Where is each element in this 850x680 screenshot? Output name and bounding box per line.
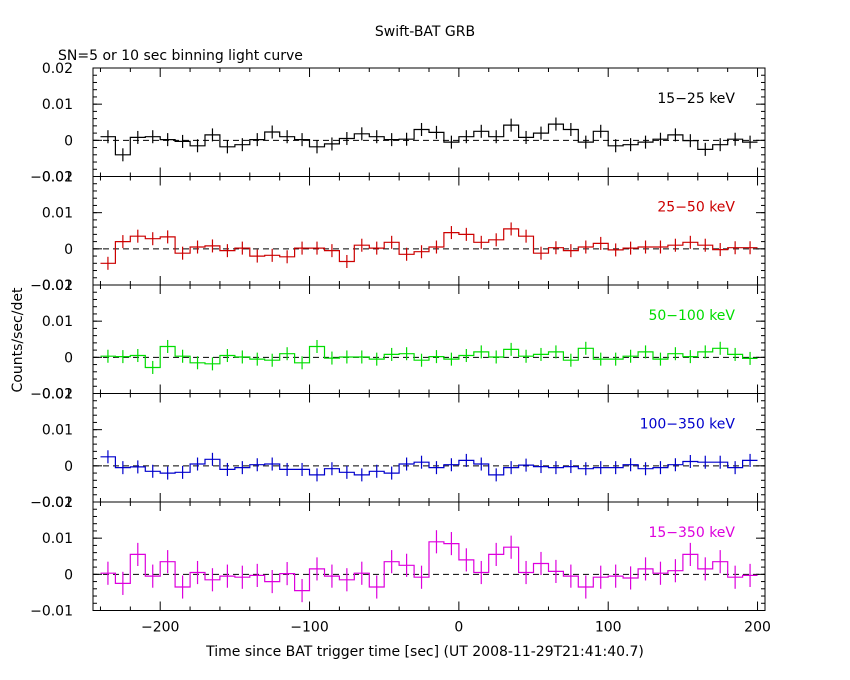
x-tick-label: −100 — [290, 620, 328, 636]
series-line — [100, 228, 758, 264]
band-label: 15−350 keV — [648, 525, 735, 541]
panel-frame — [92, 284, 766, 394]
y-tick-label: −0.01 — [30, 495, 73, 511]
band-label: 15−25 keV — [657, 91, 735, 107]
panel-3: 0.02 0.01 0 −0.01 50−100 keV — [30, 278, 766, 403]
panel-frame — [92, 393, 766, 503]
panel-4: 0.02 0.01 0 −0.01 100−350 keV — [30, 387, 766, 511]
y-tick-label: 0 — [64, 567, 73, 583]
x-tick-label: 200 — [744, 620, 771, 636]
y-tick-label: 0 — [64, 133, 73, 149]
series-line — [100, 345, 758, 369]
x-axis-label: Time since BAT trigger time [sec] (UT 20… — [205, 644, 644, 660]
y-tick-label: 0.02 — [42, 495, 73, 511]
y-tick-label: 0.02 — [42, 61, 73, 77]
chart-title: Swift-BAT GRB — [375, 24, 475, 40]
y-tick-label: 0 — [64, 459, 73, 475]
band-label: 100−350 keV — [640, 417, 736, 433]
y-tick-label: 0.02 — [42, 278, 73, 294]
y-tick-label: 0 — [64, 242, 73, 258]
band-label: 50−100 keV — [648, 308, 735, 324]
y-tick-label: 0.01 — [42, 314, 73, 330]
series-line — [100, 123, 758, 156]
panel-5: 0.02 0.01 0 −0.01 15−350 keV — [30, 495, 766, 620]
x-tick-label: 0 — [454, 620, 463, 636]
y-tick-label: 0.02 — [42, 387, 73, 403]
y-tick-label: 0.01 — [42, 206, 73, 222]
y-tick-label: −0.01 — [30, 387, 73, 403]
series-line — [100, 541, 758, 592]
y-tick-label: −0.01 — [30, 170, 73, 186]
chart-subtitle: SN=5 or 10 sec binning light curve — [58, 48, 303, 64]
panel-frame — [92, 176, 766, 286]
panel-2: 0.02 0.01 0 −0.01 25−50 keV — [30, 170, 766, 294]
y-tick-label: 0.01 — [42, 531, 73, 547]
y-tick-label: −0.01 — [30, 278, 73, 294]
y-tick-label: 0.02 — [42, 170, 73, 186]
y-tick-label: 0.01 — [42, 97, 73, 113]
x-tick-label: −200 — [141, 620, 179, 636]
band-label: 25−50 keV — [657, 200, 735, 216]
series-line — [100, 456, 758, 476]
panels-group: 0.02 0.01 0 −0.01 15−25 keV 0.02 0.01 0 −0.01 25−… — [30, 61, 771, 636]
panel-1: 0.02 0.01 0 −0.01 15−25 keV — [30, 61, 766, 186]
y-axis-label: Counts/sec/det — [10, 287, 26, 392]
y-tick-label: −0.01 — [30, 604, 73, 620]
y-tick-label: 0 — [64, 350, 73, 366]
panel-frame — [92, 67, 766, 177]
y-tick-label: 0.01 — [42, 423, 73, 439]
x-tick-label: 100 — [595, 620, 622, 636]
